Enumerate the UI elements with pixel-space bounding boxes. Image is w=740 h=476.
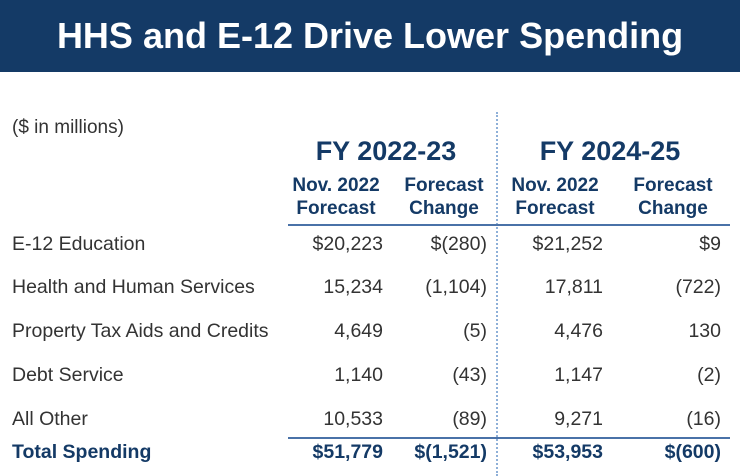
cell-value: (5) bbox=[463, 320, 487, 342]
table-row: E-12 Education $20,223 $(280) $21,252 $9 bbox=[0, 233, 740, 263]
row-label: Property Tax Aids and Credits bbox=[12, 320, 269, 342]
cell-value: $20,223 bbox=[312, 233, 384, 255]
cell-value: (16) bbox=[686, 408, 721, 430]
header-rule bbox=[288, 224, 730, 226]
cell-value: $51,779 bbox=[312, 441, 384, 463]
cell-value: (2) bbox=[697, 364, 721, 386]
cell-value: $53,953 bbox=[532, 441, 604, 463]
total-row: Total Spending $51,779 $(1,521) $53,953 $(60… bbox=[0, 441, 740, 471]
units-note: ($ in millions) bbox=[12, 117, 124, 138]
table-row: Health and Human Services 15,234 (1,104) 17… bbox=[0, 276, 740, 306]
cell-value: $(280) bbox=[430, 233, 487, 255]
column-header: Nov. 2022 Forecast bbox=[292, 175, 380, 219]
row-label: Debt Service bbox=[12, 364, 124, 386]
cell-value: 130 bbox=[688, 320, 721, 342]
cell-value: (89) bbox=[452, 408, 487, 430]
cell-value: (1,104) bbox=[425, 276, 487, 298]
column-header: Forecast Change bbox=[404, 175, 484, 219]
table-row: Property Tax Aids and Credits 4,649 (5) 4,4… bbox=[0, 320, 740, 350]
cell-value: $9 bbox=[699, 233, 721, 255]
table-row: All Other 10,533 (89) 9,271 (16) bbox=[0, 408, 740, 438]
row-label: E-12 Education bbox=[12, 233, 146, 255]
cell-value: $(600) bbox=[664, 441, 721, 463]
period-header-fy2024-25: FY 2024-25 bbox=[539, 136, 681, 166]
cell-value: 15,234 bbox=[323, 276, 383, 298]
cell-value: 1,140 bbox=[334, 364, 383, 386]
column-header: Nov. 2022 Forecast bbox=[511, 175, 599, 219]
period-header-fy2022-23: FY 2022-23 bbox=[315, 136, 457, 166]
slide-title: HHS and E-12 Drive Lower Spending bbox=[0, 0, 740, 72]
cell-value: 9,271 bbox=[554, 408, 603, 430]
row-label: Total Spending bbox=[12, 441, 152, 463]
period-divider bbox=[496, 112, 498, 476]
cell-value: 4,476 bbox=[554, 320, 603, 342]
cell-value: $(1,521) bbox=[414, 441, 487, 463]
cell-value: $21,252 bbox=[532, 233, 604, 255]
cell-value: 10,533 bbox=[323, 408, 383, 430]
table-row: Debt Service 1,140 (43) 1,147 (2) bbox=[0, 364, 740, 394]
cell-value: 4,649 bbox=[334, 320, 383, 342]
cell-value: 1,147 bbox=[554, 364, 603, 386]
row-label: All Other bbox=[12, 408, 88, 430]
total-rule bbox=[288, 437, 730, 439]
cell-value: (722) bbox=[675, 276, 721, 298]
cell-value: 17,811 bbox=[544, 276, 603, 298]
row-label: Health and Human Services bbox=[12, 276, 255, 298]
column-header: Forecast Change bbox=[633, 175, 713, 219]
cell-value: (43) bbox=[452, 364, 487, 386]
